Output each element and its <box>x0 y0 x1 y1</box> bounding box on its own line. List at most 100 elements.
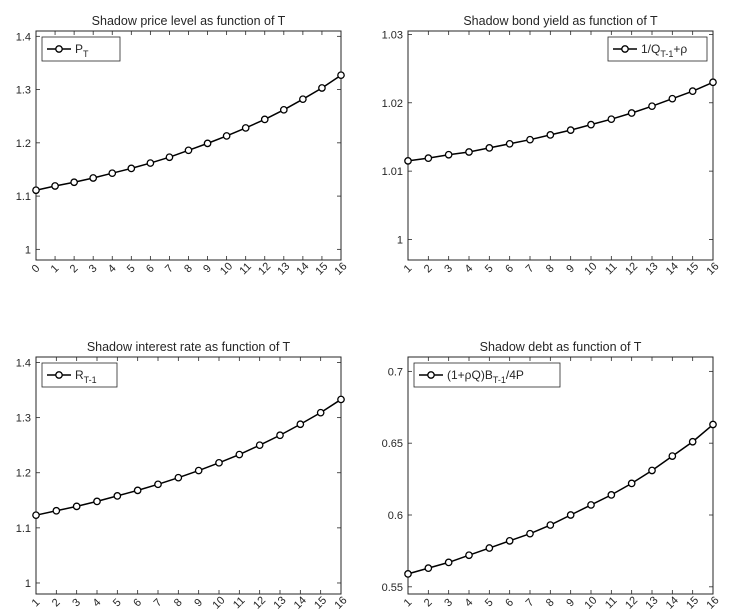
x-tick-label: 5 <box>125 263 138 276</box>
data-point <box>505 537 514 545</box>
x-tick-label: 1 <box>402 263 415 276</box>
x-tick-label: 7 <box>524 597 537 610</box>
data-point <box>276 431 284 440</box>
legend-label: 1/QT-1+ρ <box>641 42 687 59</box>
x-tick-label: 5 <box>483 263 496 276</box>
data-point <box>709 78 717 87</box>
data-point <box>203 139 212 148</box>
y-tick-label: 0.7 <box>388 366 403 378</box>
x-tick-label: 8 <box>544 597 557 610</box>
data-point <box>337 395 345 404</box>
x-tick-label: 15 <box>684 260 701 277</box>
x-tick-label: 11 <box>603 595 620 612</box>
data-point <box>688 437 697 446</box>
data-point <box>146 159 155 167</box>
y-tick-label: 1.4 <box>16 358 31 370</box>
x-tick-label: 9 <box>192 597 205 610</box>
data-point <box>337 71 345 80</box>
x-tick-label: 12 <box>623 594 640 611</box>
x-tick-label: 5 <box>111 597 124 610</box>
y-tick-label: 1.3 <box>16 85 31 97</box>
data-point <box>668 94 677 103</box>
legend-label: (1+ρQ)BT-1/4P <box>447 368 524 385</box>
y-tick-label: 1 <box>25 578 31 590</box>
y-tick-label: 1 <box>25 244 31 256</box>
data-point <box>222 132 231 140</box>
y-tick-label: 1.2 <box>16 138 31 150</box>
data-point <box>93 497 101 506</box>
x-tick-label: 10 <box>582 260 599 277</box>
y-tick-label: 0.65 <box>382 438 403 450</box>
data-point <box>688 87 697 96</box>
data-point <box>127 164 136 173</box>
legend: 1/QT-1+ρ <box>607 36 708 62</box>
x-tick-label: 3 <box>442 597 455 610</box>
data-point <box>607 115 616 124</box>
data-point <box>279 105 288 114</box>
data-point <box>424 154 433 162</box>
data-point <box>32 186 40 195</box>
data-point <box>566 511 575 519</box>
data-point <box>546 131 555 139</box>
data-point <box>526 529 534 538</box>
data-point <box>465 148 473 156</box>
data-point <box>235 450 244 459</box>
x-tick-label: 8 <box>182 263 195 276</box>
x-tick-label: 7 <box>163 263 176 276</box>
data-point <box>444 150 453 159</box>
chart-title: Shadow bond yield as function of T <box>463 14 658 28</box>
x-tick-label: 2 <box>50 597 63 610</box>
chart-title: Shadow debt as function of T <box>480 340 642 354</box>
x-tick-label: 2 <box>422 263 435 276</box>
data-point <box>485 544 494 552</box>
data-point <box>404 570 412 578</box>
x-tick-label: 11 <box>237 261 254 278</box>
chart-title: Shadow interest rate as function of T <box>87 340 291 354</box>
series-line <box>407 423 714 575</box>
legend-label-main: R <box>75 368 84 382</box>
data-point <box>627 479 636 488</box>
x-tick-label: 7 <box>524 263 537 276</box>
x-tick-label: 4 <box>91 597 104 610</box>
legend: PT <box>41 36 121 62</box>
data-point <box>709 420 717 429</box>
data-point <box>648 466 656 475</box>
axes-box <box>407 30 714 261</box>
y-tick-label: 1.2 <box>16 468 31 480</box>
x-tick-label: 14 <box>664 594 681 611</box>
axes-box <box>35 30 342 261</box>
data-point <box>72 502 81 511</box>
x-tick-label: 14 <box>292 594 309 611</box>
data-point <box>299 95 307 104</box>
data-point <box>424 564 433 572</box>
x-tick-label: 11 <box>603 261 620 278</box>
x-tick-label: 16 <box>332 260 349 277</box>
x-tick-label: 12 <box>623 260 640 277</box>
x-tick-label: 6 <box>503 597 516 610</box>
data-point <box>296 420 305 429</box>
x-tick-label: 6 <box>144 263 157 276</box>
x-tick-label: 1 <box>402 597 415 610</box>
x-tick-label: 13 <box>271 594 288 611</box>
data-point <box>444 558 453 567</box>
data-point <box>505 139 514 148</box>
data-point <box>260 115 269 124</box>
legend-marker-sample <box>621 45 629 53</box>
legend-label-main: 1/Q <box>641 42 660 56</box>
x-tick-label: 2 <box>68 263 81 276</box>
legend-marker-sample <box>427 371 435 379</box>
x-tick-label: 13 <box>643 260 660 277</box>
legend-label-main: P <box>75 42 83 56</box>
data-point <box>89 174 98 182</box>
x-tick-label: 13 <box>643 594 660 611</box>
data-point <box>51 182 59 190</box>
legend-label-suffix: +ρ <box>673 42 687 56</box>
legend: (1+ρQ)BT-1/4P <box>413 362 561 388</box>
x-tick-label: 3 <box>442 263 455 276</box>
x-tick-label: 16 <box>704 260 721 277</box>
x-tick-label: 3 <box>87 263 100 276</box>
data-point <box>546 521 555 529</box>
data-point <box>648 102 656 111</box>
x-tick-label: 7 <box>152 597 165 610</box>
